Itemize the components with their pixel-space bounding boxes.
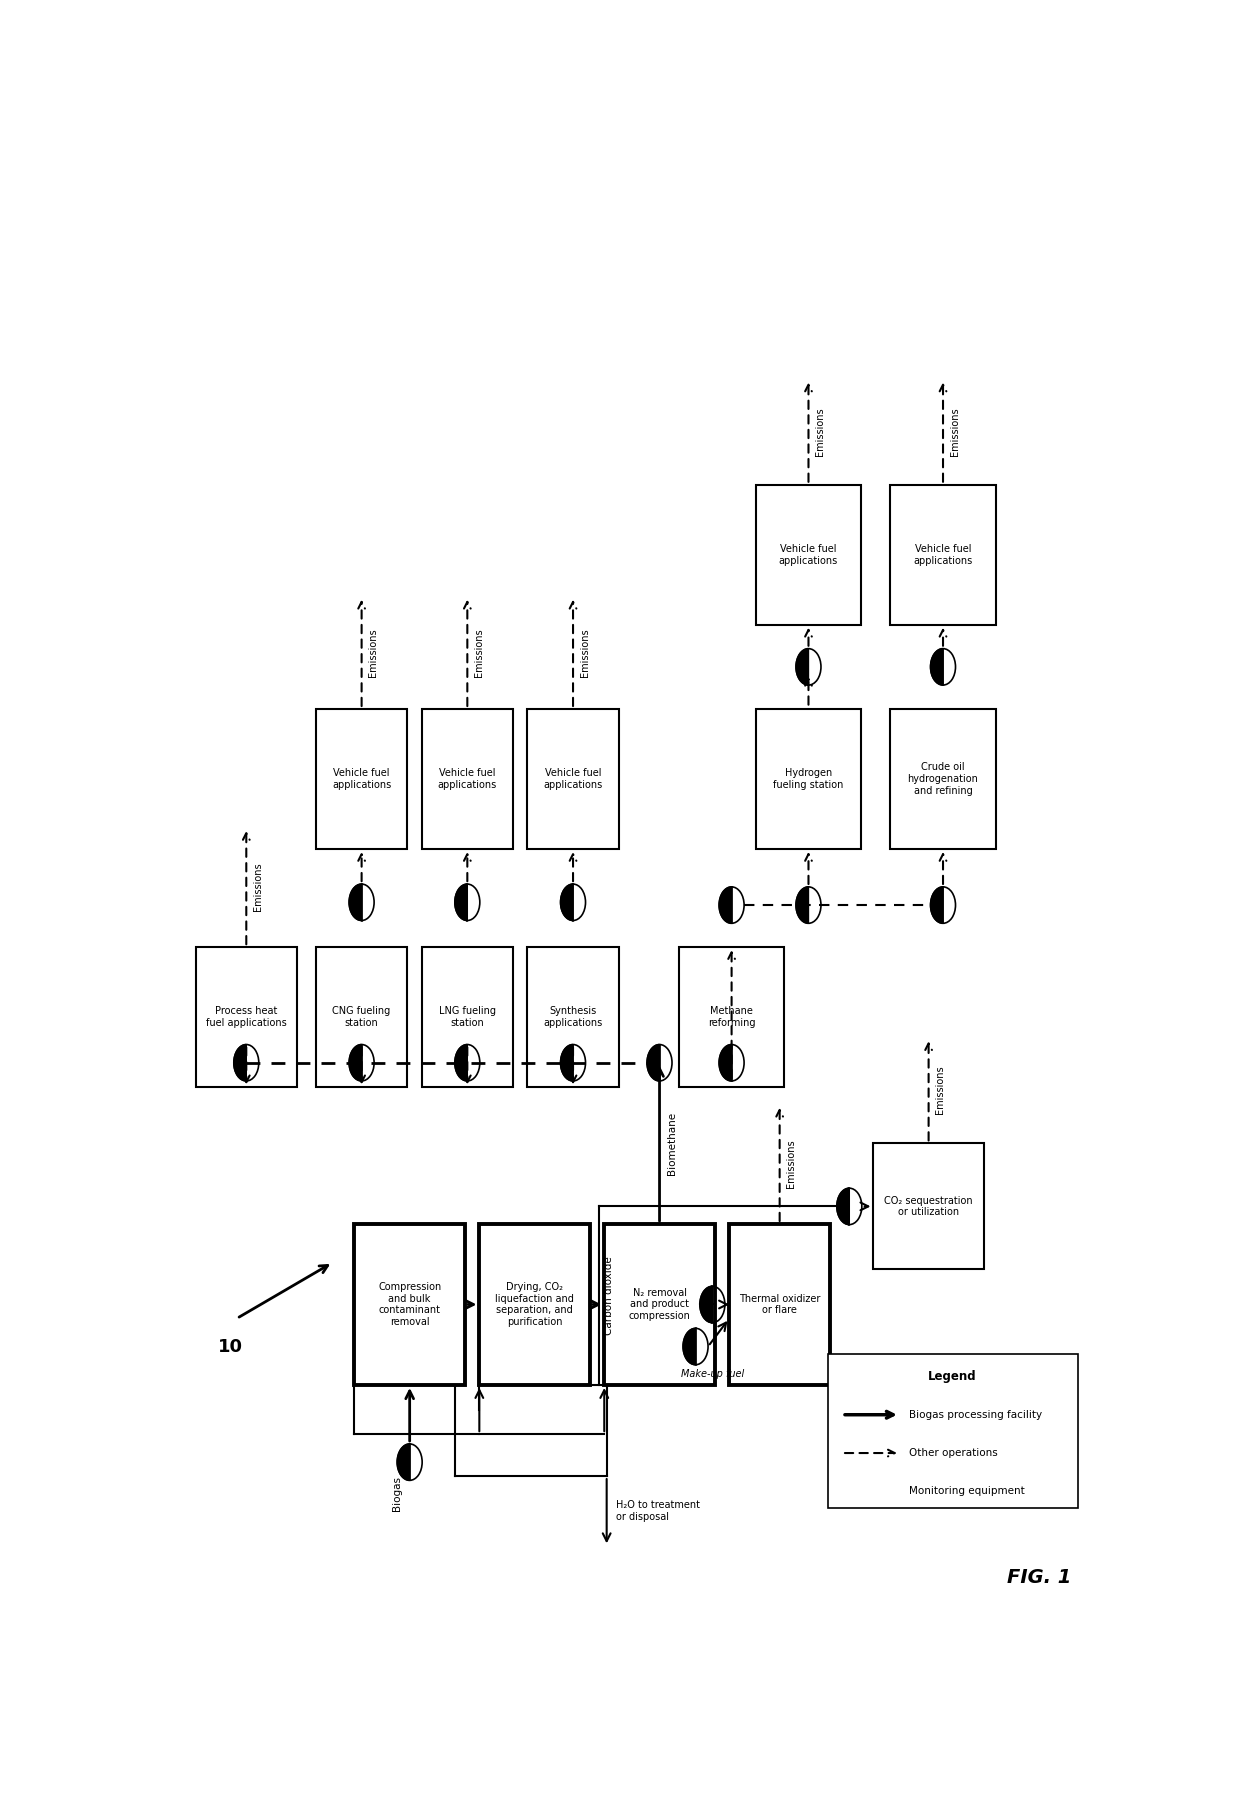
Text: Vehicle fuel
applications: Vehicle fuel applications <box>779 544 838 566</box>
Text: Emissions: Emissions <box>786 1139 796 1188</box>
Text: CO₂ sequestration
or utilization: CO₂ sequestration or utilization <box>884 1196 973 1218</box>
Polygon shape <box>930 648 942 684</box>
FancyBboxPatch shape <box>755 484 862 624</box>
Text: CNG fueling
station: CNG fueling station <box>332 1006 391 1028</box>
Polygon shape <box>699 1287 712 1323</box>
FancyBboxPatch shape <box>890 484 996 624</box>
Text: Biogas: Biogas <box>392 1476 402 1511</box>
FancyBboxPatch shape <box>422 710 513 850</box>
Polygon shape <box>397 1443 409 1480</box>
Text: Emissions: Emissions <box>950 408 960 455</box>
FancyBboxPatch shape <box>480 1223 590 1385</box>
FancyBboxPatch shape <box>828 1354 1078 1507</box>
Text: H₂O to treatment
or disposal: H₂O to treatment or disposal <box>616 1500 701 1522</box>
Polygon shape <box>350 1045 362 1081</box>
Text: Process heat
fuel applications: Process heat fuel applications <box>206 1006 286 1028</box>
FancyBboxPatch shape <box>678 946 785 1087</box>
Text: Thermal oxidizer
or flare: Thermal oxidizer or flare <box>739 1294 821 1316</box>
Text: Legend: Legend <box>929 1370 977 1383</box>
Text: Emissions: Emissions <box>474 628 484 677</box>
Polygon shape <box>796 648 808 684</box>
FancyBboxPatch shape <box>604 1223 714 1385</box>
Text: Synthesis
applications: Synthesis applications <box>543 1006 603 1028</box>
FancyBboxPatch shape <box>355 1223 465 1385</box>
FancyBboxPatch shape <box>422 946 513 1087</box>
Text: LNG fueling
station: LNG fueling station <box>439 1006 496 1028</box>
Text: Methane
reforming: Methane reforming <box>708 1006 755 1028</box>
Polygon shape <box>930 886 942 923</box>
FancyBboxPatch shape <box>873 1143 983 1270</box>
Text: Emissions: Emissions <box>253 863 263 912</box>
FancyBboxPatch shape <box>196 946 296 1087</box>
Polygon shape <box>837 1188 849 1225</box>
Text: Biomethane: Biomethane <box>667 1112 677 1176</box>
FancyBboxPatch shape <box>729 1223 830 1385</box>
Text: Compression
and bulk
contaminant
removal: Compression and bulk contaminant removal <box>378 1281 441 1327</box>
Text: Carbon dioxide: Carbon dioxide <box>604 1256 614 1336</box>
FancyBboxPatch shape <box>890 710 996 850</box>
Polygon shape <box>719 1045 732 1081</box>
FancyBboxPatch shape <box>755 710 862 850</box>
Text: Other operations: Other operations <box>909 1449 998 1458</box>
Polygon shape <box>234 1045 247 1081</box>
Text: N₂ removal
and product
compression: N₂ removal and product compression <box>629 1289 691 1321</box>
Text: Hydrogen
fueling station: Hydrogen fueling station <box>774 768 843 790</box>
Polygon shape <box>796 886 808 923</box>
Text: Crude oil
hydrogenation
and refining: Crude oil hydrogenation and refining <box>908 763 978 795</box>
FancyBboxPatch shape <box>316 710 407 850</box>
Polygon shape <box>560 1045 573 1081</box>
Text: Emissions: Emissions <box>935 1067 945 1114</box>
Text: FIG. 1: FIG. 1 <box>1007 1569 1071 1587</box>
Polygon shape <box>455 1045 467 1081</box>
Text: Emissions: Emissions <box>815 408 825 455</box>
Text: Drying, CO₂
liquefaction and
separation, and
purification: Drying, CO₂ liquefaction and separation,… <box>495 1281 574 1327</box>
Text: Monitoring equipment: Monitoring equipment <box>909 1487 1025 1496</box>
Polygon shape <box>719 886 732 923</box>
Text: Emissions: Emissions <box>368 628 378 677</box>
Text: Vehicle fuel
applications: Vehicle fuel applications <box>914 544 972 566</box>
Polygon shape <box>862 1478 870 1505</box>
Text: Make-up fuel: Make-up fuel <box>681 1369 744 1380</box>
Polygon shape <box>560 885 573 921</box>
Text: Vehicle fuel
applications: Vehicle fuel applications <box>332 768 392 790</box>
Text: Biogas processing facility: Biogas processing facility <box>909 1410 1043 1420</box>
Text: 10: 10 <box>217 1338 243 1356</box>
Text: Emissions: Emissions <box>580 628 590 677</box>
Polygon shape <box>647 1045 660 1081</box>
Polygon shape <box>350 885 362 921</box>
Polygon shape <box>455 885 467 921</box>
FancyBboxPatch shape <box>527 946 619 1087</box>
FancyBboxPatch shape <box>527 710 619 850</box>
Polygon shape <box>683 1329 696 1365</box>
Text: Vehicle fuel
applications: Vehicle fuel applications <box>543 768 603 790</box>
Text: Vehicle fuel
applications: Vehicle fuel applications <box>438 768 497 790</box>
FancyBboxPatch shape <box>316 946 407 1087</box>
